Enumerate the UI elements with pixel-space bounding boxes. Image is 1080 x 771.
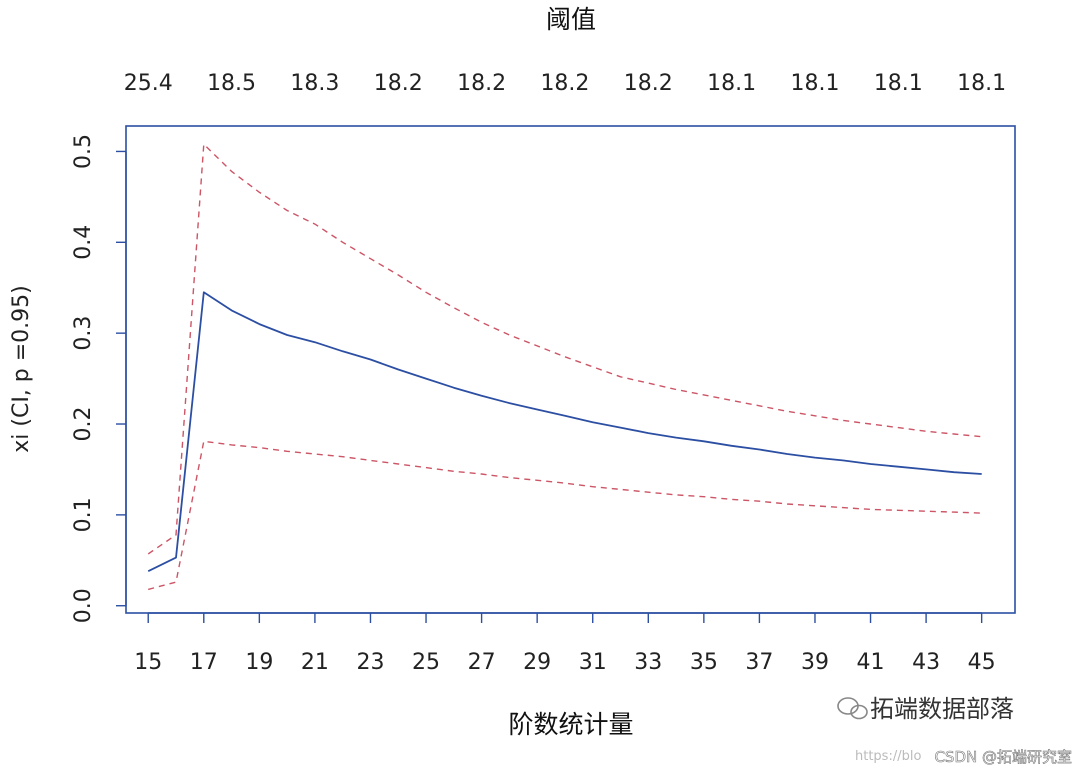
y-axis-title: xi (CI, p =0.95) xyxy=(9,285,34,453)
x-tick-label: 21 xyxy=(301,650,329,675)
top-tick-label: 18.1 xyxy=(707,71,756,96)
top-tick-label: 18.2 xyxy=(374,71,423,96)
top-axis: 25.4 18.5 18.3 18.2 18.2 18.2 18.2 18.1 18.1 18.1… xyxy=(124,71,1006,96)
top-axis-title: 阈值 xyxy=(546,5,596,34)
wechat-icon xyxy=(837,697,868,720)
y-tick-label: 0.2 xyxy=(71,407,96,442)
x-tick-label: 35 xyxy=(690,650,718,675)
y-tick-label: 0.1 xyxy=(71,497,96,532)
x-tick-label: 29 xyxy=(523,650,551,675)
x-axis-title: 阶数统计量 xyxy=(508,710,633,739)
y-tick-label: 0.5 xyxy=(71,134,96,169)
y-tick-label: 0.3 xyxy=(71,316,96,351)
watermark-brand: 拓端数据部落 xyxy=(870,695,1014,723)
x-tick-label: 45 xyxy=(968,650,996,675)
y-tick-label: 0.0 xyxy=(71,588,96,623)
x-tick-label: 15 xyxy=(134,650,162,675)
series-layer xyxy=(147,143,982,591)
watermark-url: https://blo xyxy=(855,749,921,764)
x-tick-label: 43 xyxy=(912,650,940,675)
y-tick-label: 0.4 xyxy=(71,225,96,260)
x-tick-label: 41 xyxy=(857,650,885,675)
x-tick-label: 39 xyxy=(801,650,829,675)
watermark: 拓端数据部落 https://blo CSDN @拓端研究室 xyxy=(837,695,1072,766)
x-tick-label: 37 xyxy=(745,650,773,675)
plot-frame xyxy=(125,125,1016,614)
top-tick-label: 18.2 xyxy=(457,71,506,96)
top-tick-label: 18.1 xyxy=(874,71,923,96)
left-axis: 0.0 0.1 0.2 0.3 0.4 0.5 xyxy=(71,134,127,623)
series-line-estimate xyxy=(147,291,982,573)
top-tick-label: 18.1 xyxy=(957,71,1006,96)
top-tick-label: 18.5 xyxy=(207,71,256,96)
x-tick-label: 33 xyxy=(634,650,662,675)
x-tick-label: 25 xyxy=(412,650,440,675)
series-line-upper xyxy=(147,143,982,555)
top-tick-label: 18.2 xyxy=(540,71,589,96)
x-tick-label: 27 xyxy=(468,650,496,675)
x-tick-label: 23 xyxy=(356,650,384,675)
top-tick-label: 18.1 xyxy=(790,71,839,96)
top-tick-label: 25.4 xyxy=(124,71,173,96)
top-tick-label: 18.2 xyxy=(624,71,673,96)
series-line-lower xyxy=(148,440,982,591)
x-tick-label: 31 xyxy=(579,650,607,675)
bottom-axis: 15 17 19 21 23 25 27 29 31 33 35 37 39 41 43 45 xyxy=(134,612,996,675)
watermark-source: CSDN @拓端研究室 xyxy=(934,748,1072,766)
x-tick-label: 17 xyxy=(190,650,218,675)
top-tick-label: 18.3 xyxy=(290,71,339,96)
x-tick-label: 19 xyxy=(245,650,273,675)
